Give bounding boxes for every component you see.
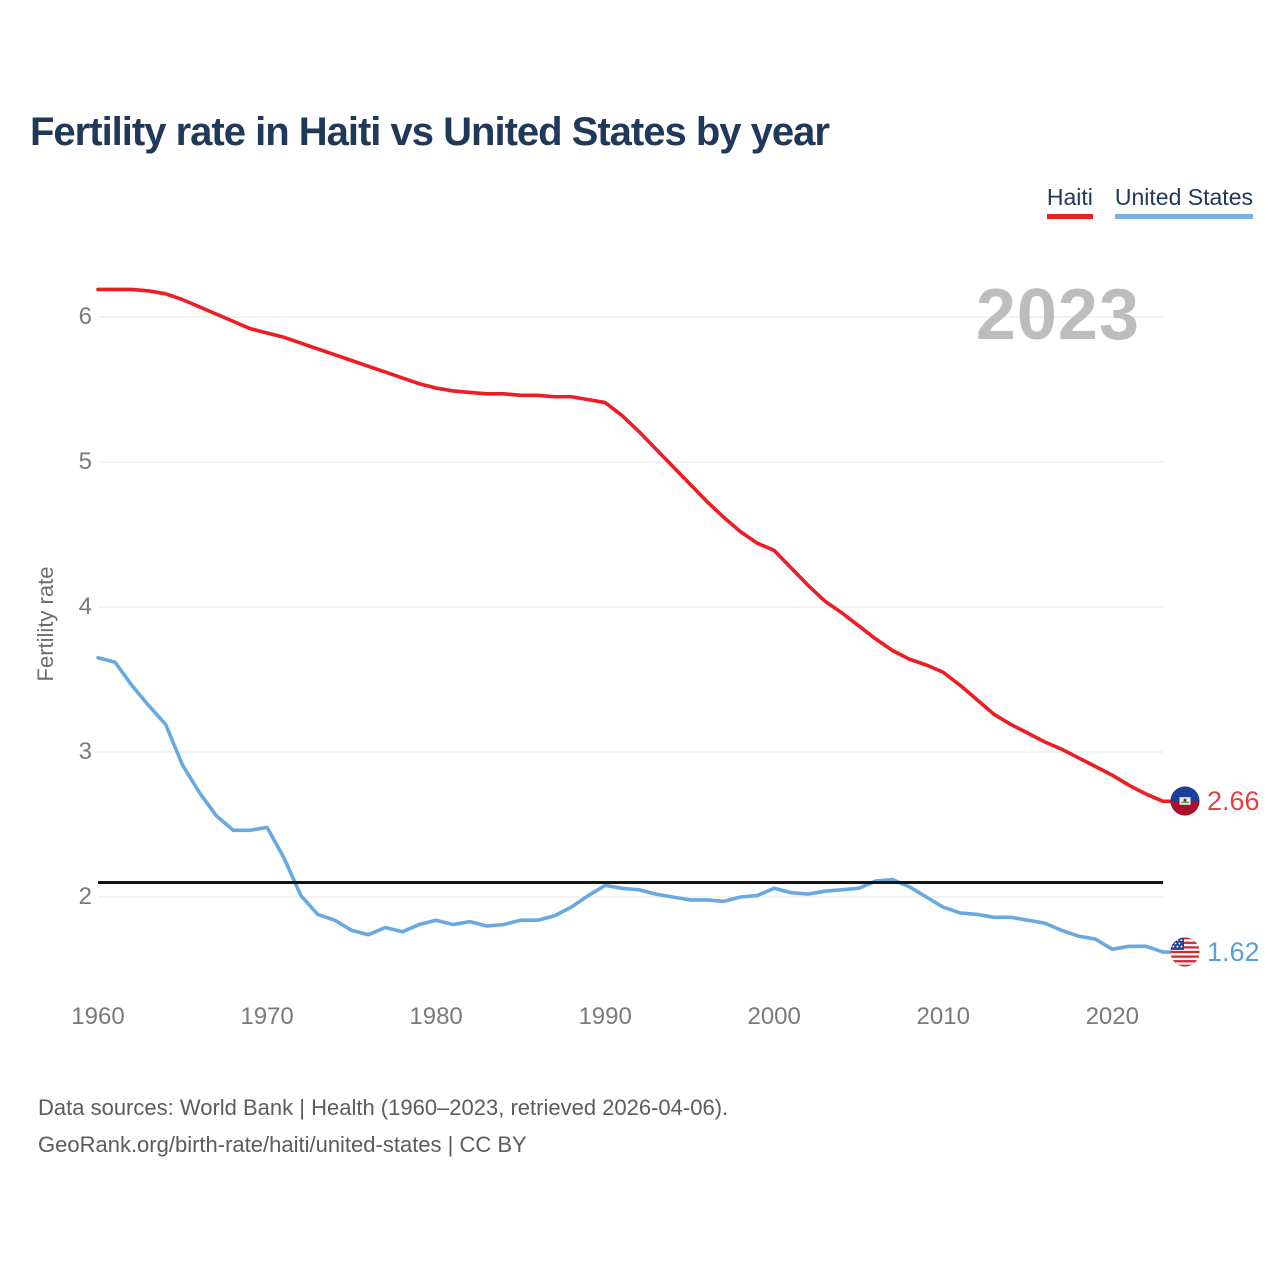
haiti-end-value: 2.66 xyxy=(1207,785,1260,816)
legend-item-united-states[interactable]: United States xyxy=(1114,184,1253,219)
haiti-end-label: 2.66 xyxy=(1170,786,1260,816)
us-end-label: 1.62 xyxy=(1170,937,1260,967)
x-tick-label-1960: 1960 xyxy=(71,1003,125,1030)
x-tick-label-1970: 1970 xyxy=(240,1003,294,1030)
us-flag-icon xyxy=(1170,937,1200,967)
x-tick-label-2010: 2010 xyxy=(916,1003,970,1030)
x-tick-label-2000: 2000 xyxy=(747,1003,801,1030)
series-line-united-states[interactable] xyxy=(96,655,1174,954)
footer-source-line: Data sources: World Bank | Health (1960–… xyxy=(38,1095,729,1120)
year-watermark: 2023 xyxy=(976,275,1140,355)
us-end-value: 1.62 xyxy=(1207,936,1260,967)
x-tick-label-1990: 1990 xyxy=(578,1003,632,1030)
footer-attribution-line: GeoRank.org/birth-rate/haiti/united-stat… xyxy=(38,1132,527,1157)
x-tick-label-1980: 1980 xyxy=(409,1003,463,1030)
x-tick-label-2020: 2020 xyxy=(1085,1003,1139,1030)
legend: Haiti United States xyxy=(1046,184,1253,219)
y-tick-label-4: 4 xyxy=(78,593,92,620)
page-title: Fertility rate in Haiti vs United States… xyxy=(30,110,830,154)
y-tick-label-6: 6 xyxy=(78,303,92,330)
y-tick-label-3: 3 xyxy=(78,738,92,765)
footer: Data sources: World Bank | Health (1960–… xyxy=(38,1089,728,1163)
series-line-haiti[interactable] xyxy=(96,287,1174,804)
haiti-flag-icon xyxy=(1170,786,1200,816)
y-tick-label-2: 2 xyxy=(78,883,92,910)
y-tick-label-5: 5 xyxy=(78,448,92,475)
legend-item-haiti[interactable]: Haiti xyxy=(1046,184,1093,219)
